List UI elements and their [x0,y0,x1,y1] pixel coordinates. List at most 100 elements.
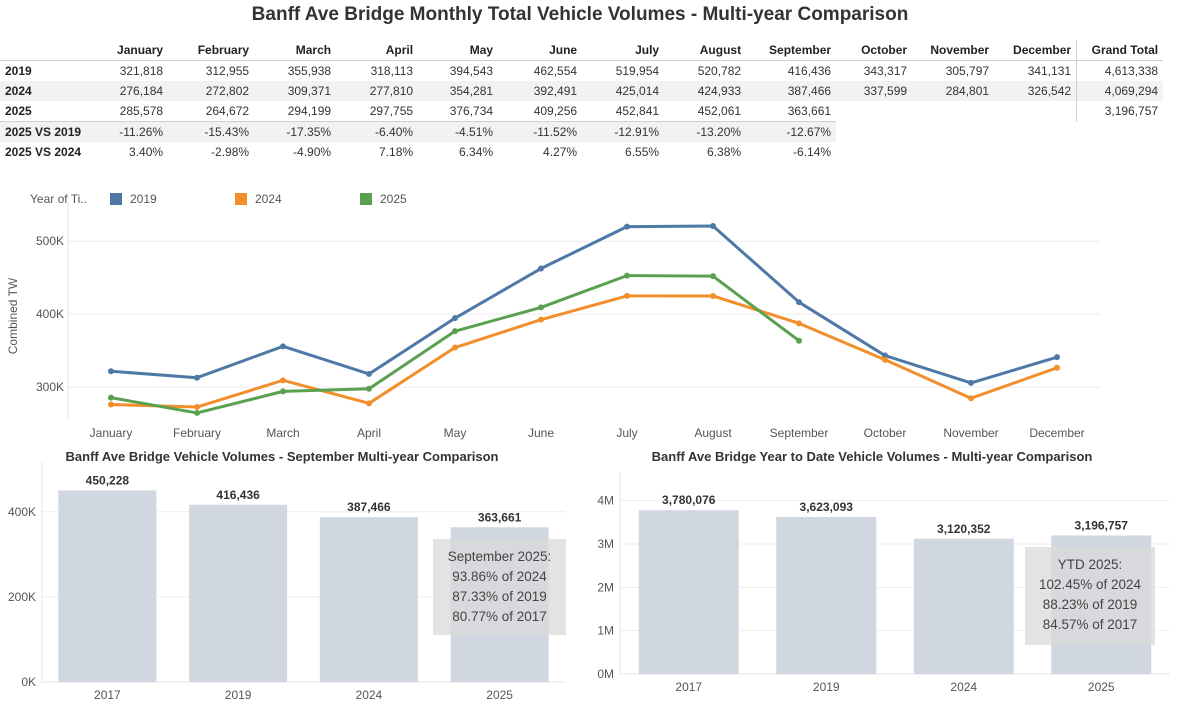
bar-value-label: 363,661 [478,510,522,524]
table-row: 2025 VS 2019 -11.26% -15.43% -17.35% -6.40% -… [0,121,1164,142]
empty-cell [1076,142,1164,162]
empty-cell [994,142,1077,162]
y-tick-label: 1M [597,624,614,638]
annotation-line: YTD 2025: [1058,557,1123,572]
data-point-2024 [1054,364,1060,371]
x-tick-label: January [90,426,133,440]
table-cell: 376,734 [449,104,494,118]
table-cell: 326,542 [994,81,1077,101]
column-header: January [117,43,164,57]
table-cell: 305,797 [912,60,995,81]
x-tick-label: 2025 [1088,680,1115,694]
table-cell: 519,954 [582,60,665,81]
table-cell: 337,599 [836,81,913,101]
table-cell: -12.67% [746,121,837,142]
monthly-line-chart: Year of Ti.. 2019 2024 2025 300K 400K 500K Comb… [6,192,1100,440]
y-tick-label: 400K [8,505,36,519]
annotation-line: 102.45% of 2024 [1039,577,1142,592]
bar-2017 [638,510,739,674]
table-cell: -17.35% [254,121,337,142]
bar-value-label: 387,466 [347,500,391,514]
table-cell: 387,466 [746,81,837,101]
x-tick-label: 2017 [675,680,702,694]
column-header: August [699,43,742,57]
legend-swatch-2025 [360,193,372,205]
table-header-row: January February March April May June July Augu… [0,40,1164,61]
data-point-2025 [538,304,544,311]
table-cell: 277,810 [336,81,419,101]
y-tick-label: 200K [8,590,36,604]
table-cell: 6.55% [582,142,665,162]
x-tick-label: October [864,426,907,440]
data-point-2024 [710,292,716,299]
bar-value-label: 416,436 [216,488,260,502]
table-cell: 7.18% [336,142,419,162]
data-point-2024 [968,395,974,402]
data-point-2024 [796,320,802,327]
bar-2024 [913,538,1014,674]
table-cell: 3.40% [86,142,169,162]
bar-2017 [58,490,157,682]
bar-value-label: 3,120,352 [937,522,991,536]
data-point-2025 [366,385,372,392]
bar-2019 [776,516,877,674]
table-cell: 416,436 [746,60,837,81]
bar-value-label: 3,196,757 [1075,518,1129,532]
table-cell: 424,933 [664,81,747,101]
annotation-line: 84.57% of 2017 [1043,617,1138,632]
table-cell: 6.38% [664,142,747,162]
data-point-2019 [280,343,286,350]
data-point-2025 [710,273,716,280]
table-cell: 363,661 [787,104,832,118]
chart-title: Banff Ave Bridge Year to Date Vehicle Vo… [652,449,1093,464]
dashboard-title: Banff Ave Bridge Monthly Total Vehicle V… [251,4,909,25]
table-cell: 425,014 [582,81,665,101]
data-point-2025 [108,394,114,401]
column-header: July [635,43,660,57]
annotation-box [433,539,566,635]
annotation-line: September 2025: [448,549,552,564]
table-row: 2024 276,184 272,802 309,371 277,810 354,281 3… [0,81,1164,101]
table-cell: 4,069,294 [1076,81,1164,101]
column-header: December [1013,43,1072,57]
table-cell: 3,196,757 [1076,101,1164,122]
table-cell: 294,199 [287,104,332,118]
table-cell: -13.20% [664,121,747,142]
y-tick-label: 400K [36,307,64,321]
row-label: 2025 VS 2024 [5,145,82,159]
table-cell: 321,818 [86,60,169,81]
table-cell: 318,113 [336,60,419,81]
table-cell [994,101,1077,122]
bar-2019 [189,504,288,682]
column-header: March [295,43,332,57]
x-tick-label: 2024 [950,680,977,694]
legend-label-2024: 2024 [255,192,282,206]
x-tick-label: 2017 [94,688,121,702]
x-tick-label: June [528,426,554,440]
column-header: May [469,43,494,57]
column-header: June [549,43,578,57]
data-point-2024 [108,401,114,408]
column-header: April [385,43,414,57]
table-cell: -4.90% [254,142,337,162]
empty-cell [912,142,995,162]
data-point-2019 [796,299,802,306]
x-tick-label: August [694,426,732,440]
table-cell [836,101,912,122]
september-bar-chart: Banff Ave Bridge Vehicle Volumes - Septe… [8,449,566,702]
ytd-bar-chart: Banff Ave Bridge Year to Date Vehicle Vo… [597,449,1170,694]
bar-value-label: 3,623,093 [800,500,854,514]
row-label: 2019 [0,60,87,81]
x-tick-label: May [444,426,467,440]
table-cell: -11.26% [86,121,169,142]
row-label: 2025 VS 2019 [0,121,87,142]
column-header: February [197,43,250,57]
table-cell: -12.91% [582,121,665,142]
table-cell: 394,543 [418,60,499,81]
table-cell: 452,841 [615,104,660,118]
monthly-volume-table: January February March April May June July Augu… [0,40,1164,162]
table-cell: -2.98% [168,142,255,162]
series-line-2019 [110,224,1058,385]
table-row: 2019 321,818 312,955 355,938 318,113 394,543 4… [0,60,1164,81]
data-point-2024 [538,316,544,323]
